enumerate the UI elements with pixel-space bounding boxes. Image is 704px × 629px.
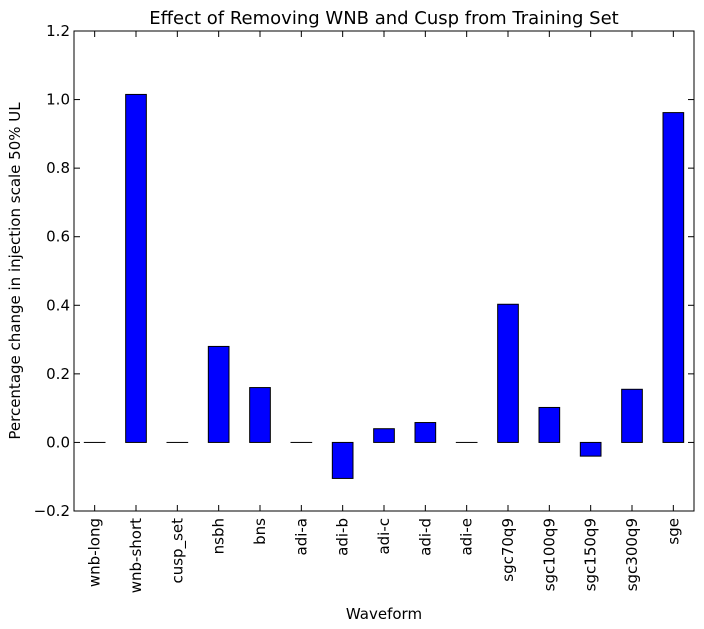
bar-adi-b xyxy=(331,441,354,479)
x-tick-label: cusp_set xyxy=(168,518,187,584)
x-tick-label: adi-d xyxy=(416,518,434,556)
x-axis-label: Waveform xyxy=(346,605,422,623)
x-tick-label: sgc100q9 xyxy=(540,518,558,591)
y-tick-label: 1.2 xyxy=(46,22,70,40)
x-tick-label: adi-e xyxy=(458,518,476,556)
x-tick-label: sge xyxy=(664,518,682,545)
x-tick-label: adi-a xyxy=(292,518,310,556)
bar-sgc100q9 xyxy=(538,406,561,443)
x-tick-label: wnb-long xyxy=(86,518,104,587)
bar-adi-c xyxy=(373,428,395,443)
y-tick-label: 1.0 xyxy=(46,91,70,109)
y-tick-label: 0.8 xyxy=(46,159,70,177)
x-tick-label: sgc300q9 xyxy=(623,518,641,591)
x-tick-label: bns xyxy=(251,518,269,545)
bar-sgc300q9 xyxy=(621,388,643,443)
x-tick-label: adi-c xyxy=(375,518,393,555)
x-tick-label: nsbh xyxy=(210,518,228,554)
chart-title: Effect of Removing WNB and Cusp from Tra… xyxy=(149,8,618,29)
bar-wnb-short xyxy=(125,93,147,443)
bar-sge xyxy=(662,112,685,443)
x-tick-label: sgc70q9 xyxy=(499,518,517,582)
bar-nsbh xyxy=(207,345,230,443)
y-axis-label: Percentage change in injection scale 50%… xyxy=(6,102,24,440)
y-tick-label: 0.0 xyxy=(46,433,70,451)
y-tick-label: 0.6 xyxy=(46,228,70,246)
x-tick-label: sgc150q9 xyxy=(582,518,600,591)
y-tick-label: 0.2 xyxy=(46,365,70,383)
x-tick-label: wnb-short xyxy=(127,518,145,593)
y-tick-label: 0.4 xyxy=(46,296,70,314)
x-axis: wnb-long wnb-short cusp_set nsbh bns adi-a adi… xyxy=(86,31,682,593)
bar-sgc70q9 xyxy=(497,303,519,443)
bar-sgc150q9 xyxy=(579,441,602,457)
bar-adi-d xyxy=(414,422,437,443)
x-tick-label: adi-b xyxy=(334,518,352,556)
y-axis: −0.2 0.0 0.2 0.4 0.6 0.8 1.0 1.2 xyxy=(34,22,694,520)
bar-bns xyxy=(249,387,271,443)
y-tick-label: −0.2 xyxy=(34,502,70,520)
bars-group xyxy=(83,93,685,479)
